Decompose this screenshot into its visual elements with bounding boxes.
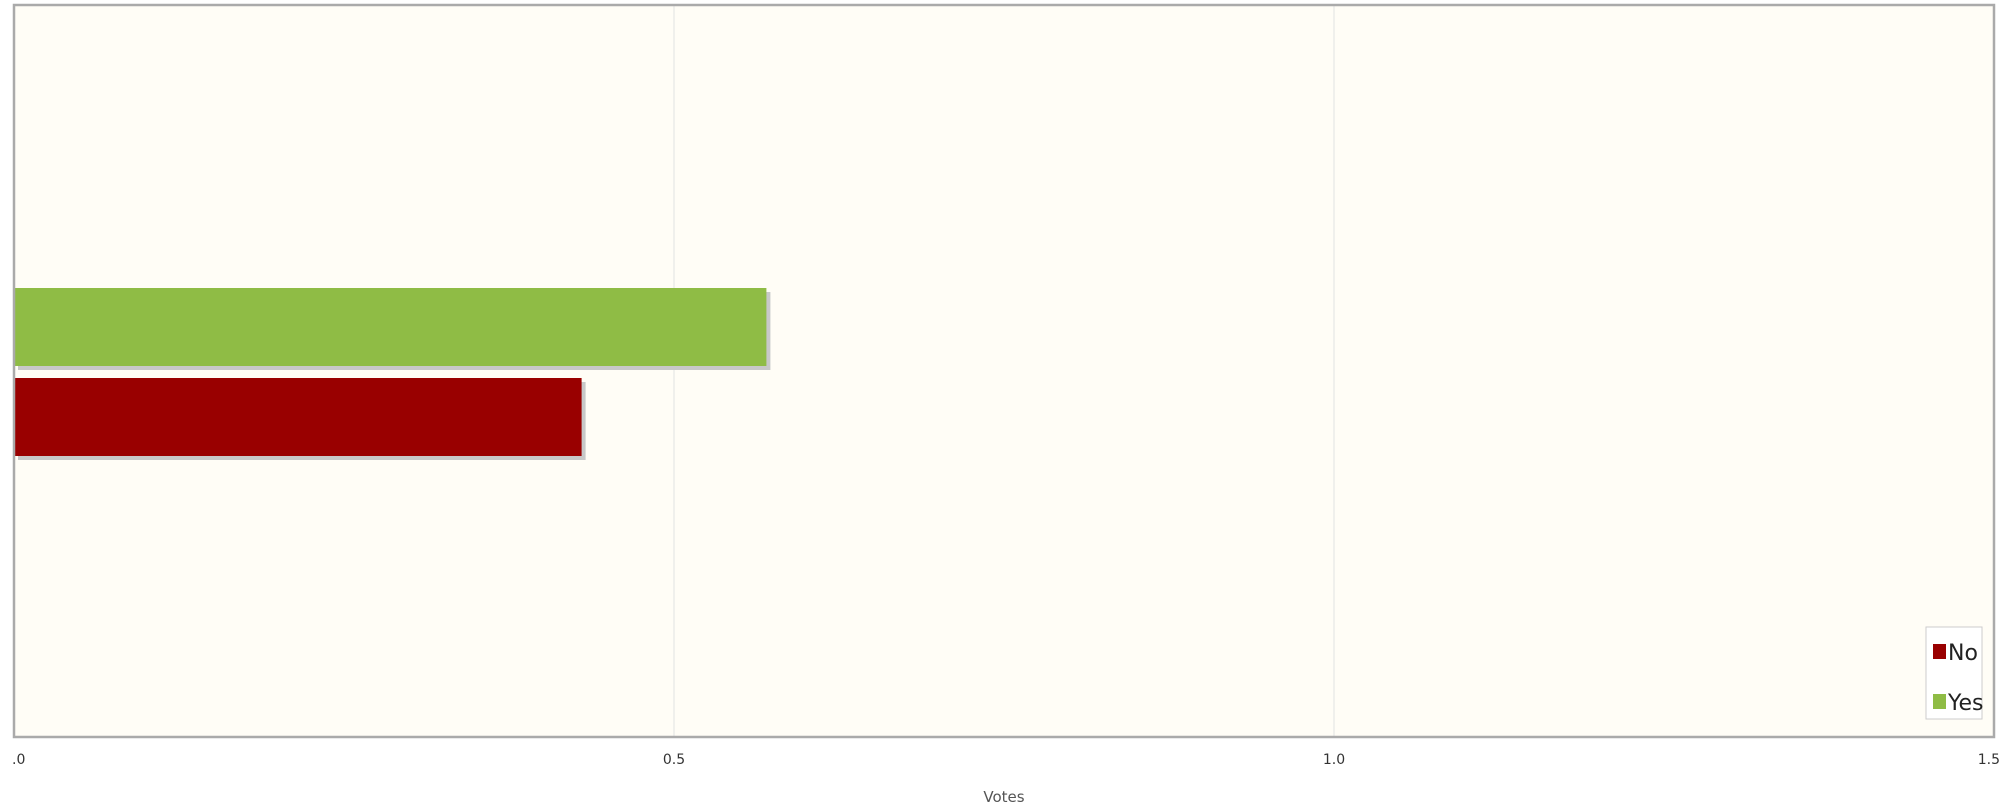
- gridlines: [673, 5, 1335, 737]
- x-axis-ticks: .0 0.5 1.0 1.5: [12, 752, 2000, 768]
- legend-swatch-no: [1933, 644, 1946, 659]
- x-tick-label: 1.0: [1323, 752, 1345, 768]
- bar-yes: [14, 288, 767, 366]
- legend: No Yes: [1925, 626, 1984, 720]
- bars: [14, 288, 771, 460]
- x-axis-title: Votes: [983, 788, 1024, 806]
- x-tick-label: 0.5: [663, 752, 685, 768]
- plot-background: [14, 5, 1994, 737]
- bar-no: [14, 378, 582, 456]
- plot-frame: [12, 3, 1996, 739]
- legend-label-yes: Yes: [1947, 691, 1984, 716]
- x-tick-label: .0: [12, 752, 25, 768]
- legend-swatch-yes: [1933, 694, 1946, 709]
- x-tick-label: 1.5: [1978, 752, 2000, 768]
- legend-label-no: No: [1948, 641, 1978, 666]
